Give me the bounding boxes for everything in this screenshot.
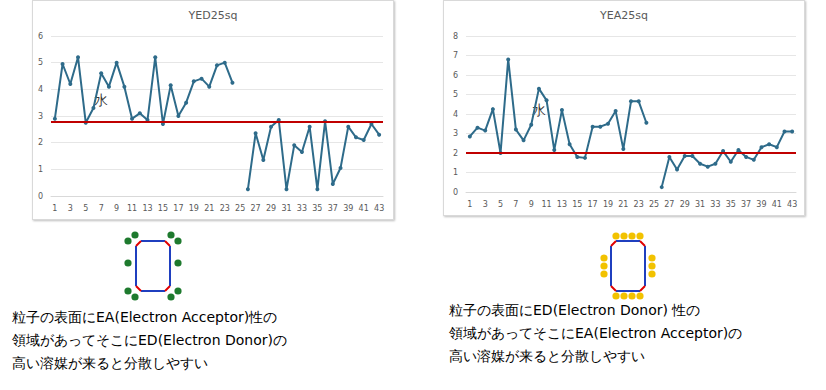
svg-text:23: 23 <box>634 200 644 209</box>
svg-text:7: 7 <box>453 51 458 60</box>
svg-text:27: 27 <box>664 200 674 209</box>
svg-text:17: 17 <box>588 200 598 209</box>
svg-text:5: 5 <box>38 58 43 67</box>
svg-text:5: 5 <box>453 90 458 99</box>
svg-text:37: 37 <box>328 204 338 213</box>
svg-text:3: 3 <box>68 204 73 213</box>
svg-text:21: 21 <box>204 204 214 213</box>
svg-text:29: 29 <box>680 200 690 209</box>
svg-text:3: 3 <box>453 129 458 138</box>
svg-text:5: 5 <box>83 204 88 213</box>
svg-text:9: 9 <box>114 204 119 213</box>
svg-text:41: 41 <box>772 200 782 209</box>
svg-text:35: 35 <box>312 204 322 213</box>
svg-text:0: 0 <box>453 188 458 197</box>
svg-text:YED25sq: YED25sq <box>188 9 238 22</box>
svg-text:13: 13 <box>142 204 152 213</box>
svg-text:6: 6 <box>38 32 43 41</box>
svg-text:6: 6 <box>453 71 458 80</box>
svg-text:13: 13 <box>557 200 567 209</box>
svg-text:27: 27 <box>251 204 261 213</box>
svg-text:4: 4 <box>38 85 43 94</box>
svg-text:39: 39 <box>756 200 766 209</box>
svg-text:3: 3 <box>483 200 488 209</box>
svg-text:8: 8 <box>453 32 458 41</box>
svg-text:9: 9 <box>529 200 534 209</box>
svg-text:41: 41 <box>359 204 369 213</box>
svg-text:39: 39 <box>343 204 353 213</box>
svg-text:29: 29 <box>266 204 276 213</box>
svg-text:31: 31 <box>695 200 705 209</box>
svg-text:15: 15 <box>158 204 168 213</box>
html-text:粒子の表面にEA(Electron Acceptor)性の: 粒子の表面にEA(Electron Acceptor)性の <box>12 309 278 325</box>
svg-text:4: 4 <box>453 110 458 119</box>
svg-text:37: 37 <box>741 200 751 209</box>
svg-text:5: 5 <box>498 200 503 209</box>
svg-text:33: 33 <box>297 204 307 213</box>
svg-text:7: 7 <box>99 204 104 213</box>
svg-text:25: 25 <box>649 200 659 209</box>
svg-text:25: 25 <box>235 204 245 213</box>
svg-text:43: 43 <box>787 200 797 209</box>
svg-text:7: 7 <box>513 200 518 209</box>
svg-text:15: 15 <box>572 200 582 209</box>
svg-text:43: 43 <box>374 204 384 213</box>
svg-text:1: 1 <box>453 168 458 177</box>
svg-text:1: 1 <box>52 204 57 213</box>
svg-text:1: 1 <box>467 200 472 209</box>
svg-text:3: 3 <box>38 112 43 121</box>
svg-text:31: 31 <box>281 204 291 213</box>
svg-text:YEA25sq: YEA25sq <box>599 9 648 22</box>
svg-text:23: 23 <box>220 204 230 213</box>
html-text:領域があってそこにEA(Electron Acceptor): 領域があってそこにEA(Electron Acceptor)の <box>449 325 743 341</box>
svg-text:19: 19 <box>603 200 613 209</box>
svg-text:35: 35 <box>726 200 736 209</box>
svg-text:0: 0 <box>38 192 43 201</box>
svg-text:21: 21 <box>618 200 628 209</box>
svg-text:水: 水 <box>531 102 546 119</box>
svg-text:33: 33 <box>710 200 720 209</box>
svg-text:2: 2 <box>453 149 458 158</box>
svg-text:17: 17 <box>173 204 183 213</box>
svg-text:11: 11 <box>541 200 551 209</box>
html-text:高い溶媒が来ると分散しやすい: 高い溶媒が来ると分散しやすい <box>12 355 208 371</box>
html-text:領域があってそこにED(Electron Donor)の: 領域があってそこにED(Electron Donor)の <box>12 332 287 348</box>
html-text:高い溶媒が来ると分散しやすい: 高い溶媒が来ると分散しやすい <box>449 348 645 364</box>
svg-text:11: 11 <box>127 204 137 213</box>
svg-text:19: 19 <box>189 204 199 213</box>
svg-text:2: 2 <box>38 138 43 147</box>
svg-text:1: 1 <box>38 165 43 174</box>
svg-text:水: 水 <box>94 92 109 108</box>
html-text:粒子の表面にED(Electron Donor) 性の: 粒子の表面にED(Electron Donor) 性の <box>449 302 701 318</box>
